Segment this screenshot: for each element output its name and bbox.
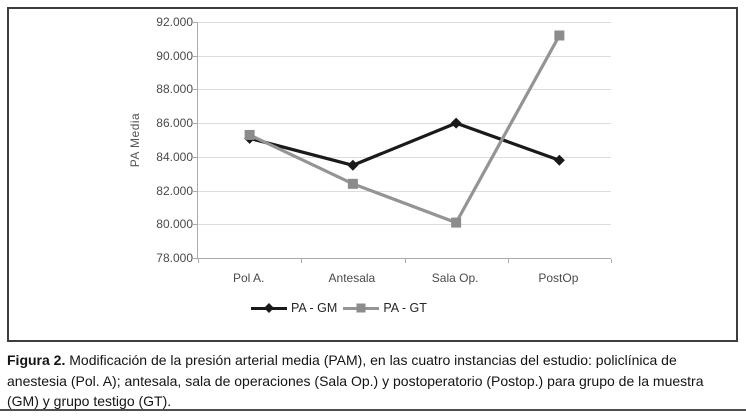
x-axis-tick — [198, 259, 199, 263]
y-axis-tick — [193, 123, 198, 125]
y-tick-label: 84.000 — [156, 149, 193, 164]
gridline — [198, 224, 611, 226]
y-tick-label: 82.000 — [156, 183, 193, 198]
series-plot — [244, 30, 565, 228]
y-axis-labels: 92.000 90.000 88.000 86.000 84.000 82.000 80.0… — [9, 15, 193, 265]
plot-area — [193, 22, 612, 263]
gridline — [198, 22, 611, 23]
x-axis-labels: Pol A. Antesala Sala Op. PostOp — [197, 271, 610, 287]
gridline — [198, 89, 611, 91]
bottom-rule — [0, 409, 746, 411]
figure-caption-text: Modificación de la presión arterial medi… — [7, 352, 704, 410]
y-axis-tick — [193, 258, 198, 259]
y-axis-tick — [193, 22, 198, 23]
x-tick-label: Antesala — [328, 271, 376, 285]
legend-item-pa-gt: PA - GT — [343, 301, 427, 315]
y-axis-tick — [193, 224, 198, 226]
y-tick-label: 86.000 — [156, 116, 193, 131]
data-point-marker-pa-gt — [554, 30, 565, 41]
data-point-marker-pa-gm — [450, 117, 462, 129]
legend-marker-square-icon — [356, 303, 366, 313]
data-point-marker-pa-gm — [347, 159, 359, 171]
legend-label-pa-gt: PA - GT — [383, 301, 427, 315]
x-axis-tick — [611, 259, 612, 263]
y-tick-label: 90.000 — [156, 48, 193, 63]
legend-label-pa-gm: PA - GM — [291, 301, 338, 315]
data-point-marker-pa-gm — [553, 154, 565, 166]
y-axis-tick — [193, 89, 198, 91]
x-axis-tick — [301, 259, 303, 263]
y-tick-label: 92.000 — [156, 15, 193, 29]
gridline — [198, 156, 611, 158]
y-tick-label: 78.000 — [156, 251, 193, 265]
x-tick-label: Pol A. — [232, 271, 265, 285]
data-point-marker-pa-gt — [451, 217, 462, 228]
gridline — [198, 55, 611, 57]
data-point-marker-pa-gt — [347, 178, 358, 189]
gridline — [198, 123, 611, 125]
y-axis-tick — [193, 55, 198, 57]
legend-sample-pa-gt — [343, 303, 380, 313]
figure-caption-label: Figura 2. — [7, 352, 66, 368]
legend-marker-diamond-icon — [264, 303, 274, 313]
series-line-pa-gm — [249, 121, 560, 167]
y-tick-label: 88.000 — [156, 82, 193, 97]
y-tick-label: 80.000 — [156, 217, 193, 232]
data-point-marker-pa-gt — [244, 129, 255, 140]
series-line-pa-gt — [248, 34, 561, 225]
legend-sample-pa-gm — [251, 303, 287, 313]
x-axis-tick — [404, 259, 406, 263]
gridline — [198, 190, 611, 192]
x-tick-label: Sala Op. — [431, 271, 479, 285]
y-axis-tick — [193, 190, 198, 192]
x-axis-tick — [507, 259, 509, 263]
y-axis-tick — [193, 156, 198, 158]
figure-caption: Figura 2. Modificación de la presión art… — [7, 350, 739, 412]
x-tick-label: PostOp — [538, 271, 579, 285]
chart-legend: PA - GM PA - GT — [251, 301, 427, 315]
chart-panel: PA Media 92.000 90.000 88.000 86.000 84.000 8… — [7, 7, 738, 342]
legend-item-pa-gm: PA - GM — [251, 301, 337, 315]
